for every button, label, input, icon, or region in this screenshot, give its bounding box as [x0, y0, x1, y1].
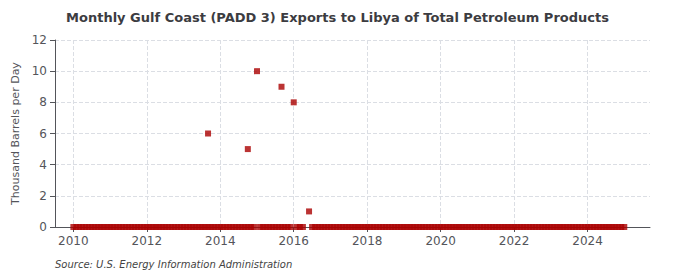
svg-text:0: 0: [39, 220, 47, 234]
svg-text:2024: 2024: [572, 234, 603, 248]
svg-text:Thousand Barrels per Day: Thousand Barrels per Day: [9, 62, 22, 206]
svg-text:12: 12: [32, 33, 47, 47]
svg-text:2016: 2016: [278, 234, 309, 248]
svg-text:2020: 2020: [425, 234, 456, 248]
svg-text:Monthly Gulf Coast (PADD 3) Ex: Monthly Gulf Coast (PADD 3) Exports to L…: [66, 10, 609, 25]
svg-text:2014: 2014: [205, 234, 236, 248]
svg-text:4: 4: [39, 158, 47, 172]
svg-text:6: 6: [39, 127, 47, 141]
svg-text:8: 8: [39, 95, 47, 109]
svg-text:2: 2: [39, 189, 47, 203]
svg-text:2010: 2010: [58, 234, 89, 248]
svg-text:2018: 2018: [352, 234, 383, 248]
svg-text:2012: 2012: [132, 234, 163, 248]
svg-text:10: 10: [32, 64, 47, 78]
svg-text:Source: U.S. Energy Informatio: Source: U.S. Energy Information Administ…: [55, 259, 292, 270]
svg-text:2022: 2022: [499, 234, 530, 248]
